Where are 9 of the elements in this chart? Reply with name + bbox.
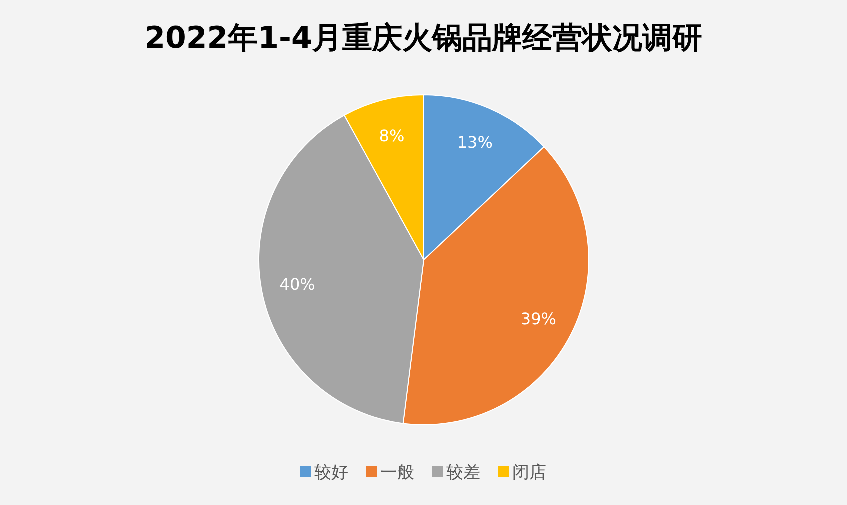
legend-label: 闭店 bbox=[512, 463, 546, 483]
data-label: 13% bbox=[457, 132, 493, 152]
legend-label: 一般 bbox=[380, 463, 414, 483]
data-label: 8% bbox=[379, 126, 405, 146]
data-label: 40% bbox=[280, 275, 316, 294]
chart-title: 2022年1-4月重庆火锅品牌经营状况调研 bbox=[144, 21, 702, 56]
legend-label: 较好 bbox=[314, 463, 348, 483]
legend-label: 较差 bbox=[446, 463, 480, 483]
data-label: 39% bbox=[520, 309, 556, 328]
